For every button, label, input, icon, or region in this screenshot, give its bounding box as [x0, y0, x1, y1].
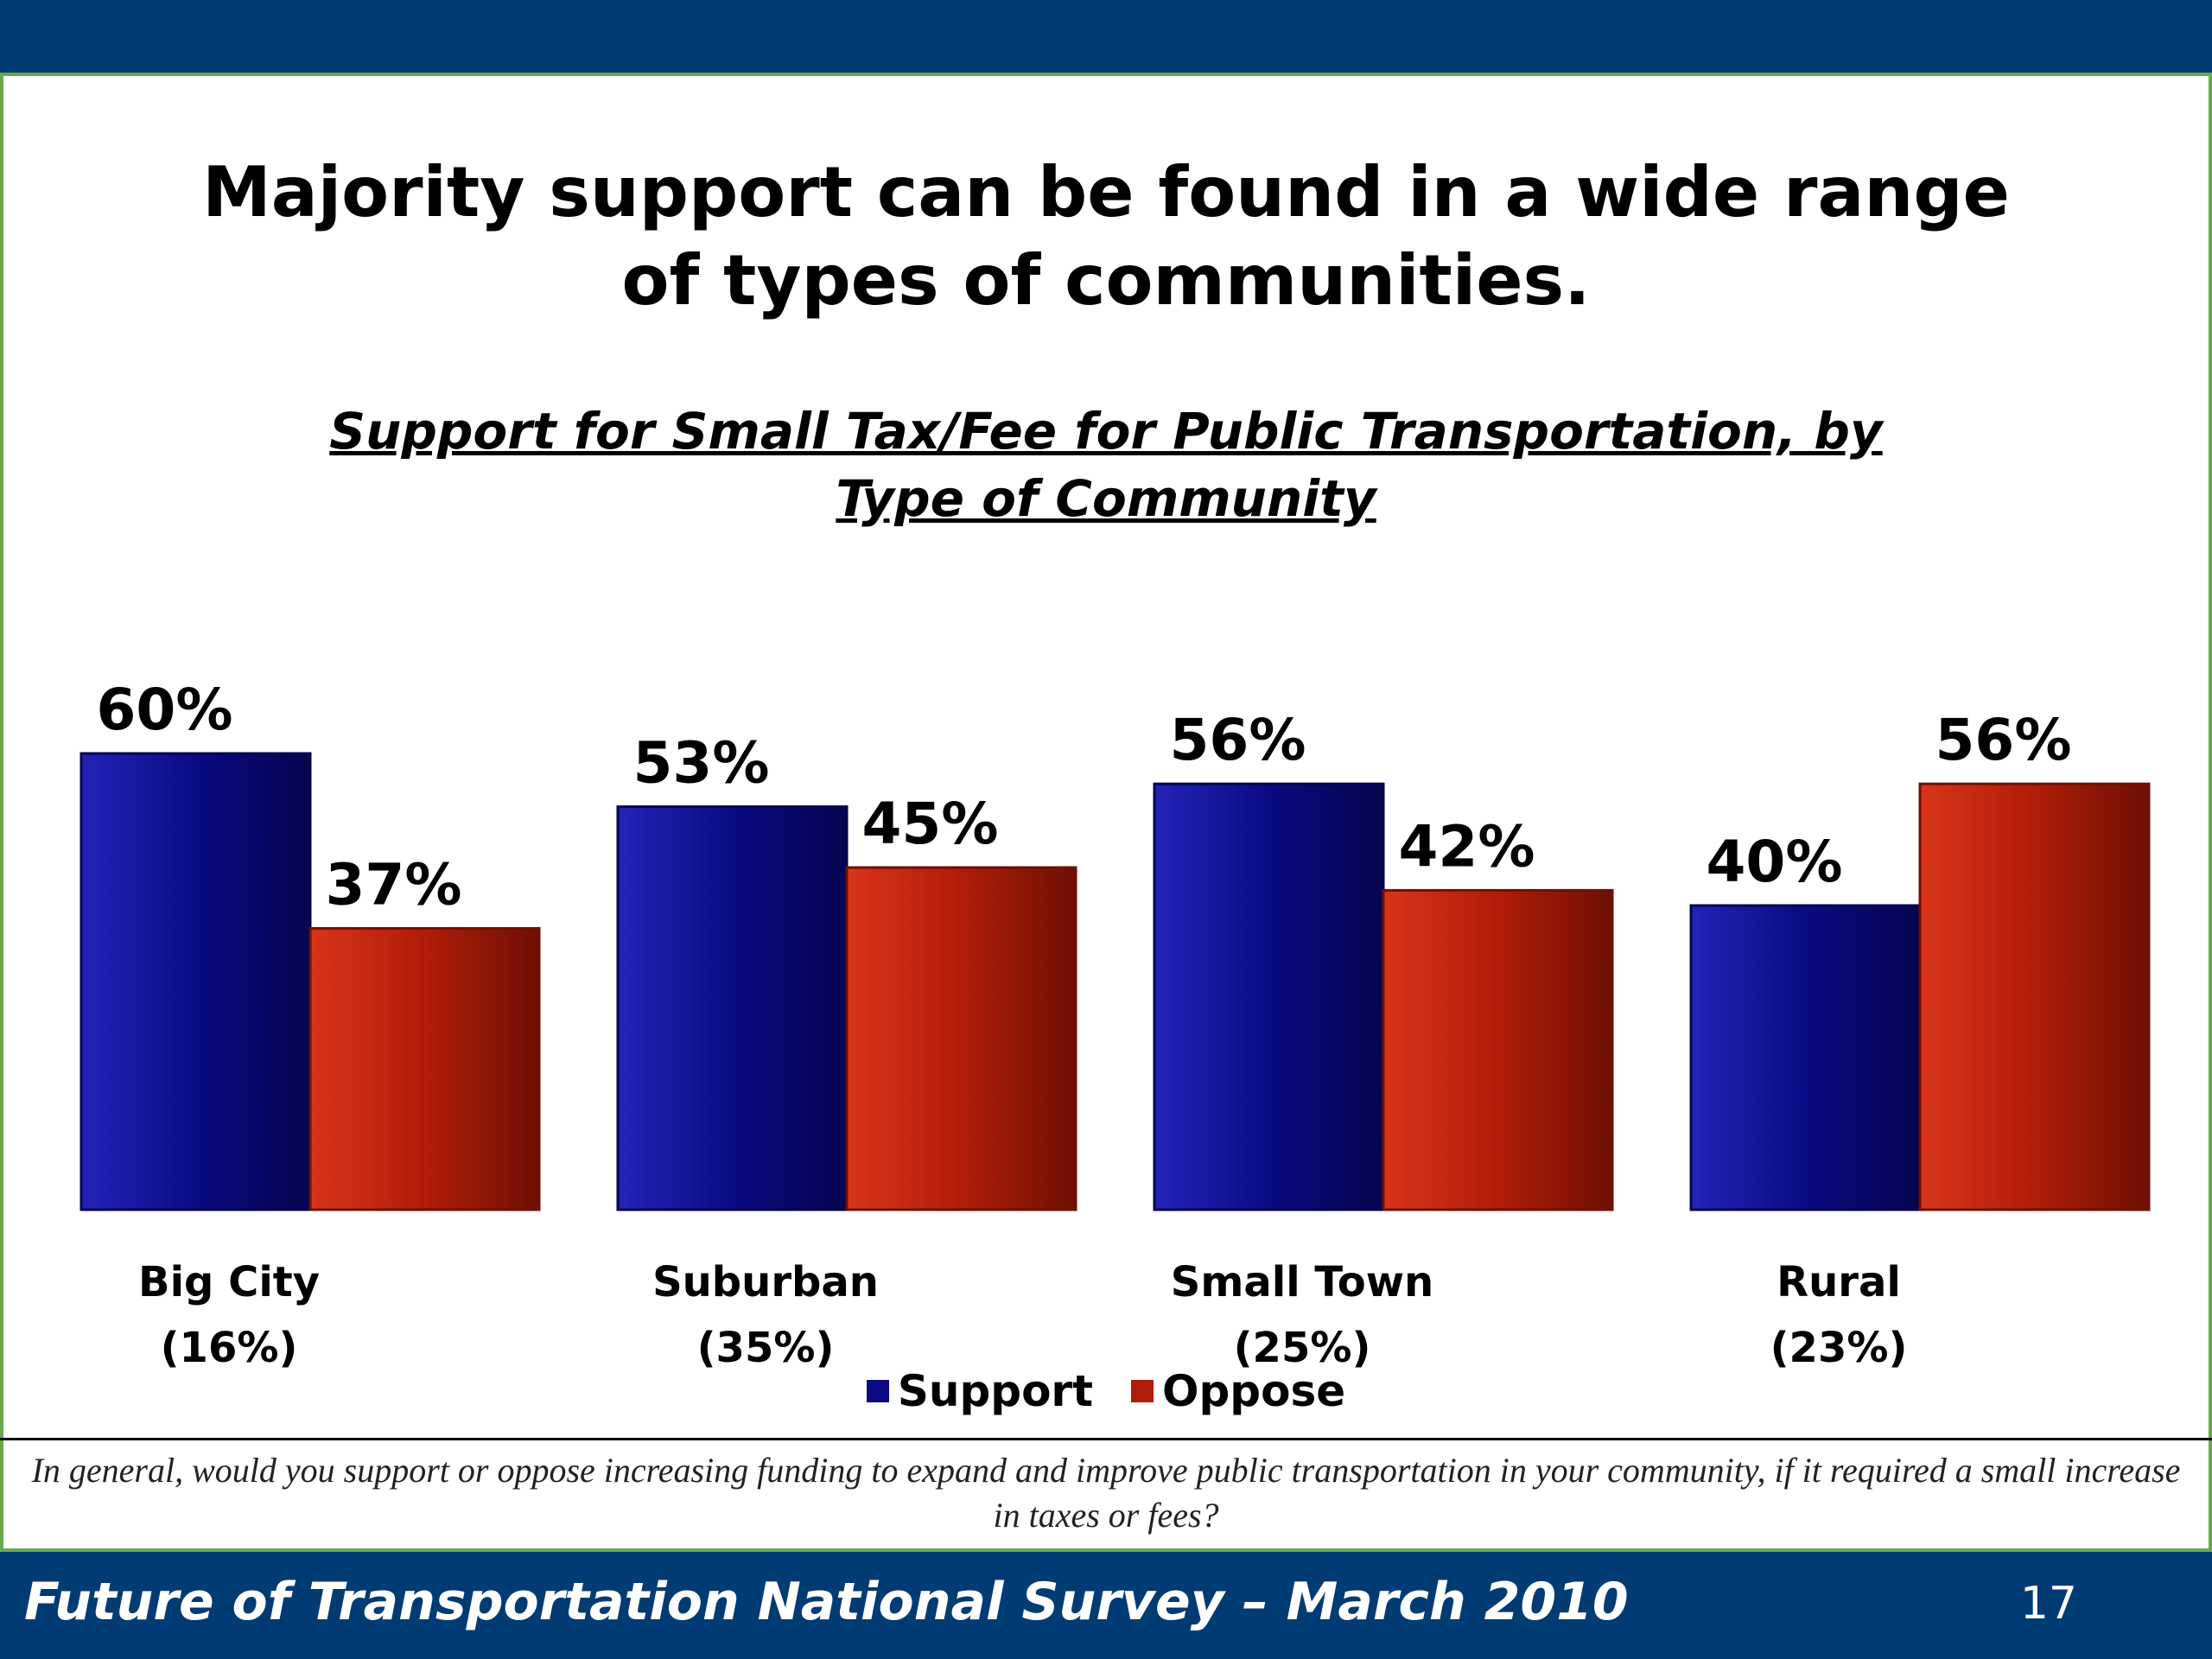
legend-swatch-oppose: [1131, 1380, 1154, 1402]
page-number: 17: [2019, 1578, 2077, 1630]
slide-frame: [0, 73, 2212, 1548]
bar-support-big-city: [79, 752, 312, 1211]
chart-title-line-1: Support for Small Tax/Fee for Public Tra…: [329, 402, 1883, 461]
legend-item-oppose: Oppose: [1131, 1365, 1345, 1417]
headline-line-1: Majority support can be found in a wide …: [202, 152, 2010, 232]
top-header-band: [0, 0, 2212, 73]
chart-title-line-2: Type of Community: [836, 469, 1376, 528]
legend-swatch-support: [866, 1380, 889, 1402]
category-share-suburban: (35%): [697, 1324, 835, 1372]
bar-support-suburban: [616, 805, 849, 1211]
category-share-small-town: (25%): [1234, 1324, 1371, 1372]
category-label-big-city: Big City: [138, 1258, 320, 1306]
data-label-oppose-big-city: 37%: [326, 851, 462, 918]
chart-title: Support for Small Tax/Fee for Public Tra…: [0, 397, 2212, 532]
divider-rule: [0, 1438, 2212, 1440]
headline-line-2: of types of communities.: [621, 240, 1591, 321]
legend-item-support: Support: [866, 1365, 1093, 1417]
data-label-oppose-small-town: 42%: [1399, 813, 1535, 880]
category-share-big-city: (16%): [161, 1324, 298, 1372]
data-label-support-small-town: 56%: [1170, 707, 1306, 773]
slide-headline: Majority support can be found in a wide …: [0, 149, 2212, 325]
bar-support-small-town: [1153, 782, 1385, 1211]
footer-title: Future of Transportation National Survey…: [24, 1572, 1629, 1632]
category-label-small-town: Small Town: [1171, 1258, 1433, 1306]
bar-oppose-big-city: [308, 926, 541, 1211]
legend-label-support: Support: [897, 1366, 1093, 1416]
bar-support-rural: [1689, 904, 1922, 1211]
category-share-rural: (23%): [1770, 1324, 1908, 1372]
survey-question: In general, would you support or oppose …: [31, 1451, 2181, 1535]
data-label-support-suburban: 53%: [633, 730, 770, 797]
category-label-rural: Rural: [1777, 1258, 1901, 1306]
bar-oppose-suburban: [845, 866, 1077, 1211]
footer-band: Future of Transportation National Survey…: [0, 1548, 2212, 1659]
legend-label-oppose: Oppose: [1162, 1366, 1346, 1416]
bar-chart: 60% 37% Big City (16%) 53% 45% Suburban (35%) 56…: [79, 677, 2151, 1372]
data-label-oppose-rural: 56%: [1936, 707, 2072, 773]
bar-oppose-rural: [1918, 782, 2151, 1211]
chart-legend: Support Oppose: [0, 1365, 2212, 1417]
data-label-support-rural: 40%: [1707, 829, 1843, 895]
bar-oppose-small-town: [1382, 888, 1614, 1211]
data-label-support-big-city: 60%: [97, 677, 233, 743]
data-label-oppose-suburban: 45%: [862, 791, 999, 857]
category-label-suburban: Suburban: [652, 1258, 879, 1306]
